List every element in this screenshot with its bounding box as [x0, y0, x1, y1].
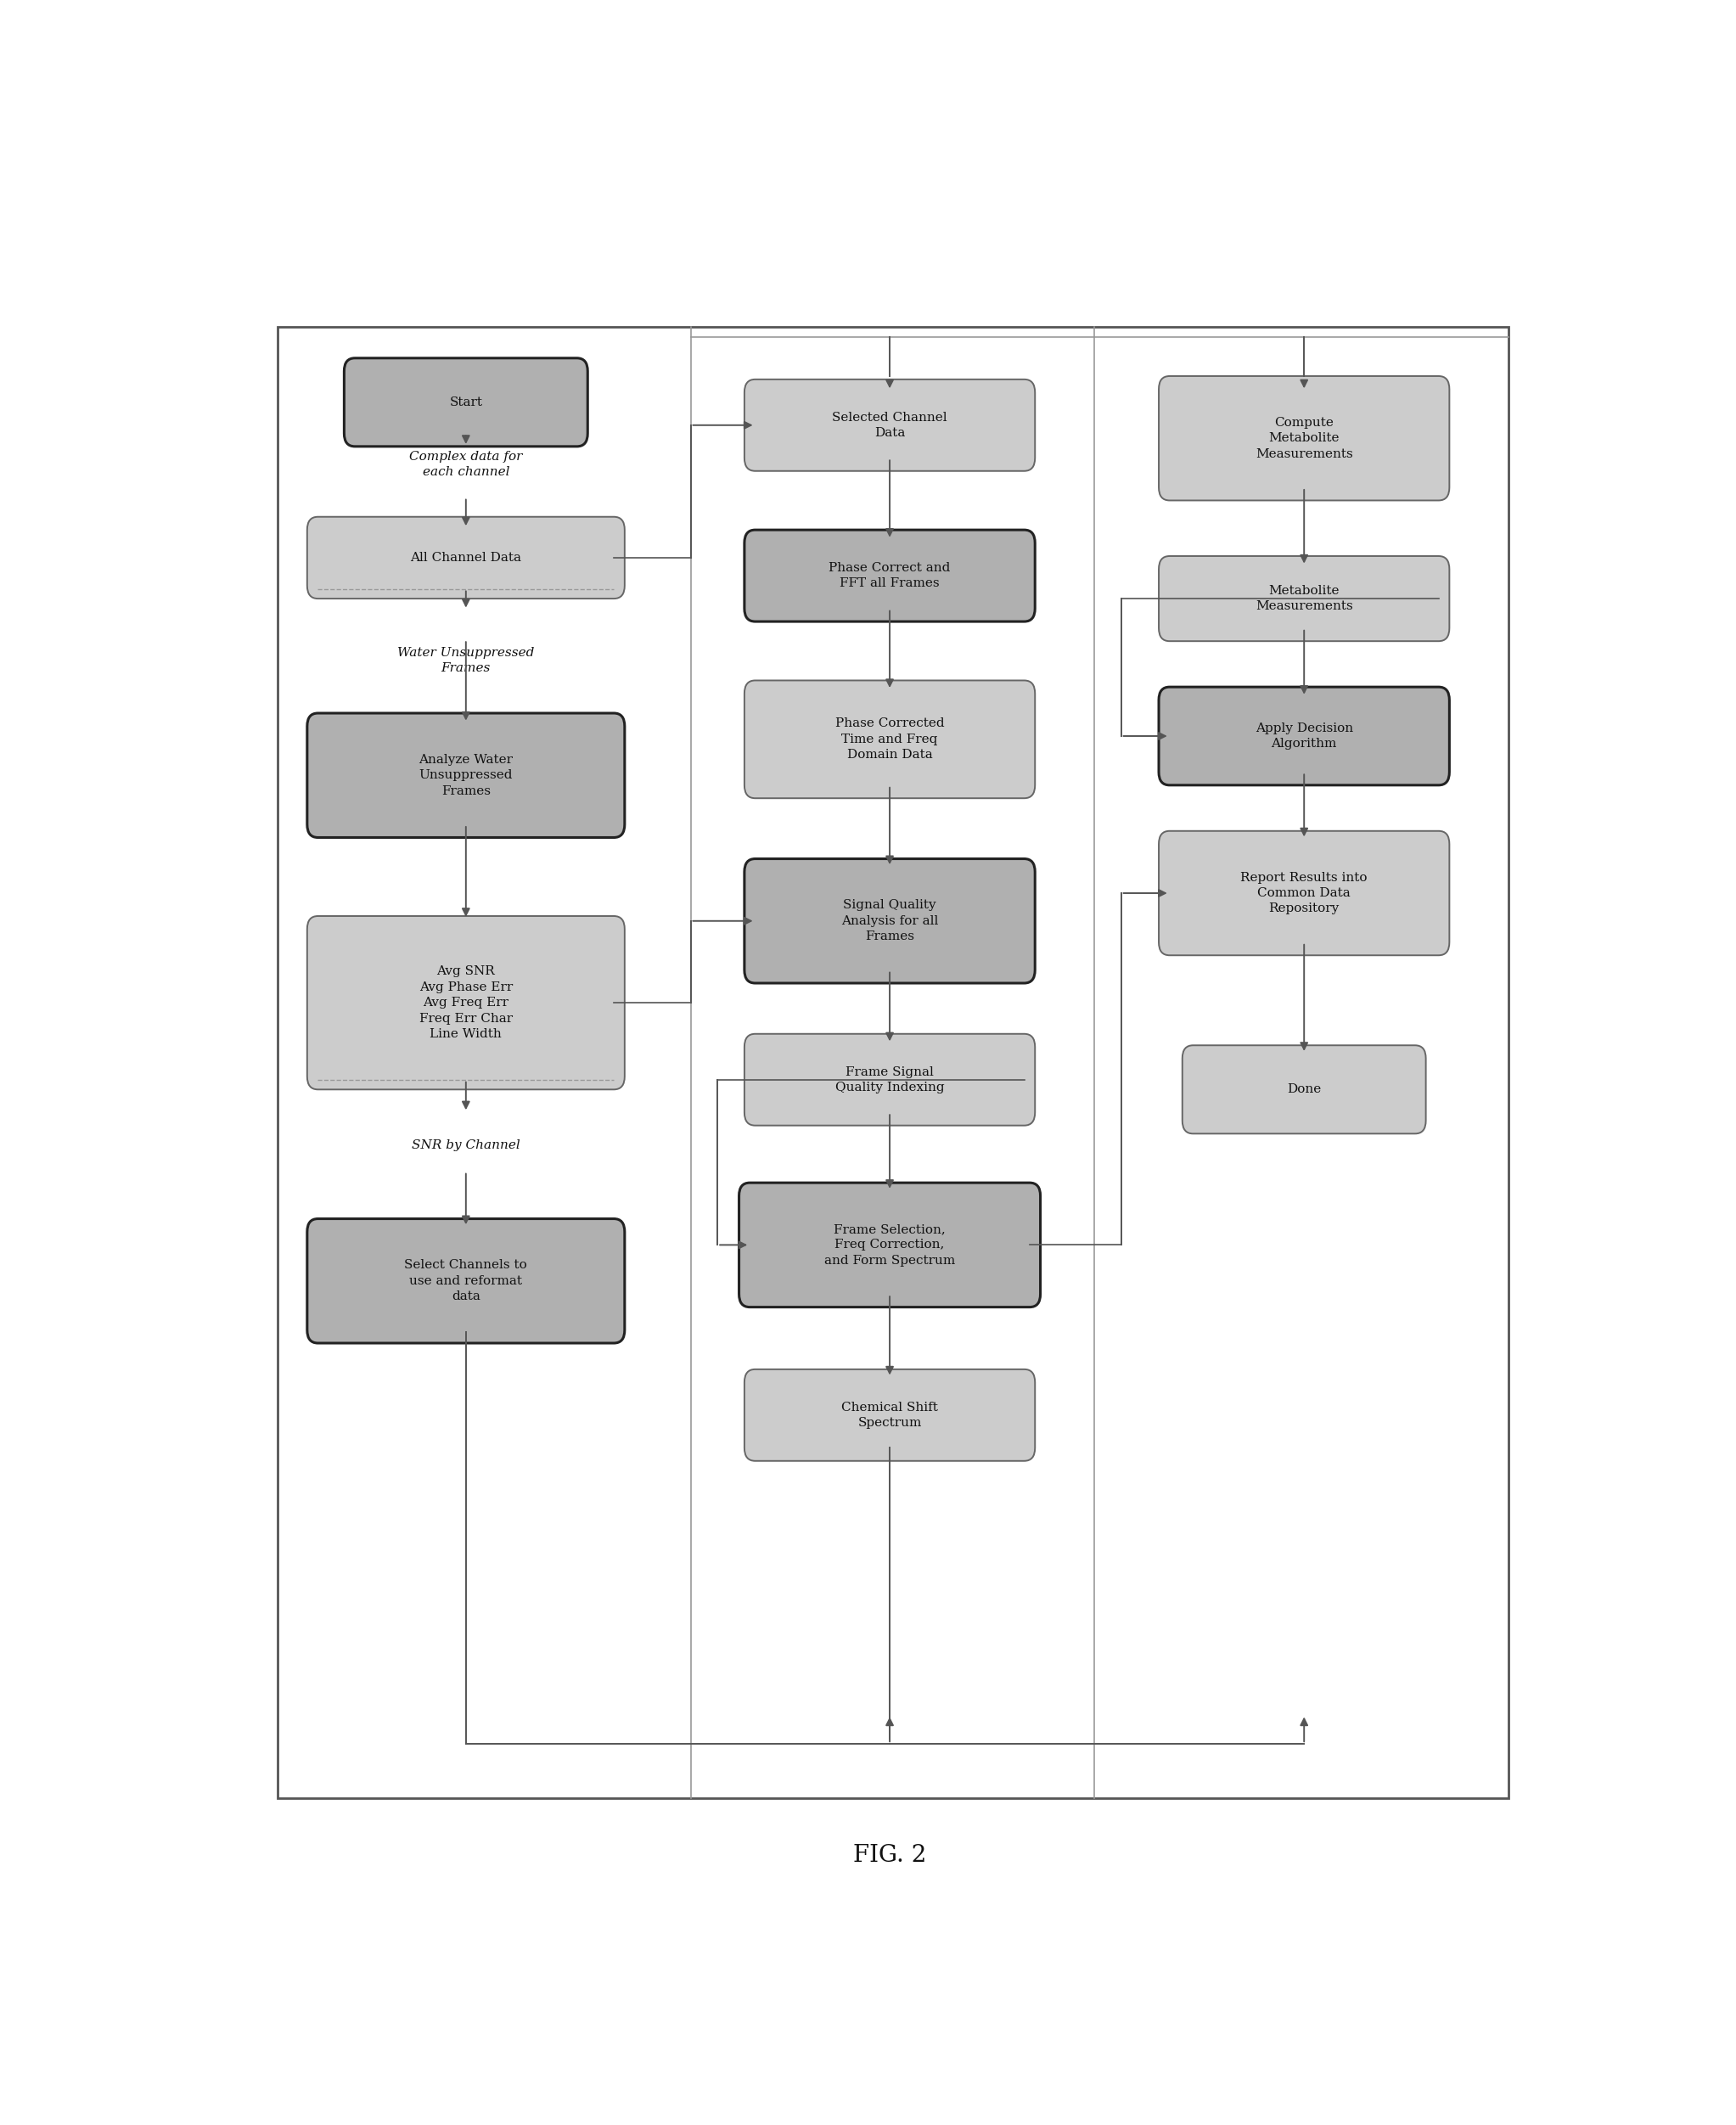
FancyBboxPatch shape [1182, 1046, 1425, 1133]
Text: Selected Channel
Data: Selected Channel Data [832, 412, 948, 440]
Text: Phase Correct and
FFT all Frames: Phase Correct and FFT all Frames [828, 561, 951, 589]
FancyBboxPatch shape [307, 714, 625, 837]
Text: Report Results into
Common Data
Repository: Report Results into Common Data Reposito… [1241, 871, 1368, 914]
FancyBboxPatch shape [344, 359, 589, 446]
FancyBboxPatch shape [745, 1035, 1035, 1126]
Text: Frame Selection,
Freq Correction,
and Form Spectrum: Frame Selection, Freq Correction, and Fo… [825, 1224, 955, 1266]
FancyBboxPatch shape [745, 529, 1035, 620]
FancyBboxPatch shape [1160, 557, 1450, 642]
Text: FIG. 2: FIG. 2 [852, 1844, 927, 1866]
Text: Metabolite
Measurements: Metabolite Measurements [1255, 584, 1352, 612]
FancyBboxPatch shape [307, 516, 625, 599]
FancyBboxPatch shape [278, 327, 1509, 1798]
FancyBboxPatch shape [745, 380, 1035, 472]
Text: Water Unsuppressed
Frames: Water Unsuppressed Frames [398, 648, 535, 674]
FancyBboxPatch shape [745, 680, 1035, 799]
FancyBboxPatch shape [740, 1184, 1040, 1307]
FancyBboxPatch shape [1160, 831, 1450, 956]
Text: Analyze Water
Unsuppressed
Frames: Analyze Water Unsuppressed Frames [418, 754, 514, 797]
Text: SNR by Channel: SNR by Channel [411, 1139, 521, 1152]
Text: Signal Quality
Analysis for all
Frames: Signal Quality Analysis for all Frames [842, 899, 937, 944]
FancyBboxPatch shape [745, 1368, 1035, 1460]
Text: Compute
Metabolite
Measurements: Compute Metabolite Measurements [1255, 417, 1352, 459]
Text: Avg SNR
Avg Phase Err
Avg Freq Err
Freq Err Char
Line Width: Avg SNR Avg Phase Err Avg Freq Err Freq … [418, 965, 512, 1039]
Text: Phase Corrected
Time and Freq
Domain Data: Phase Corrected Time and Freq Domain Dat… [835, 718, 944, 761]
Text: All Channel Data: All Channel Data [410, 552, 521, 563]
Text: Start: Start [450, 397, 483, 408]
Text: Chemical Shift
Spectrum: Chemical Shift Spectrum [842, 1400, 937, 1428]
FancyBboxPatch shape [1160, 686, 1450, 784]
Text: Complex data for
each channel: Complex data for each channel [410, 450, 523, 478]
FancyBboxPatch shape [307, 916, 625, 1090]
Text: Done: Done [1286, 1084, 1321, 1094]
Text: Frame Signal
Quality Indexing: Frame Signal Quality Indexing [835, 1067, 944, 1094]
FancyBboxPatch shape [1160, 376, 1450, 502]
FancyBboxPatch shape [307, 1220, 625, 1343]
Text: Select Channels to
use and reformat
data: Select Channels to use and reformat data [404, 1260, 528, 1303]
FancyBboxPatch shape [745, 859, 1035, 984]
Text: Apply Decision
Algorithm: Apply Decision Algorithm [1255, 723, 1352, 750]
